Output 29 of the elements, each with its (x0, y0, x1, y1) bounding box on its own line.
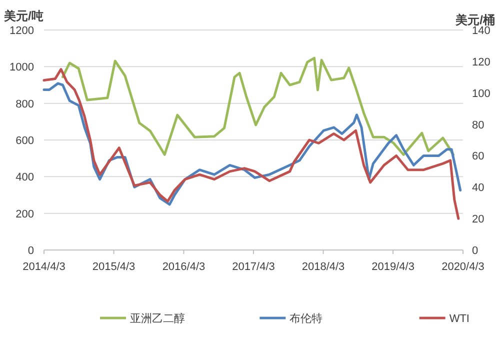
y2-tick-label: 80 (472, 119, 484, 132)
y2-tick-label: 140 (472, 25, 490, 37)
y2-tick-label: 40 (472, 182, 484, 194)
x-tick-label: 2016/4/3 (162, 261, 206, 273)
y2-tick-label: 60 (472, 150, 484, 163)
x-tick-label: 2019/4/3 (372, 261, 414, 273)
y-tick-label: 600 (16, 135, 34, 147)
line-series (42, 68, 460, 220)
x-tick-label: 2015/4/3 (92, 261, 136, 273)
y-axis-title: 美元/吨 (3, 9, 44, 23)
y2-axis-title: 美元/桶 (454, 13, 495, 27)
legend-label: 布伦特 (290, 313, 323, 325)
y-tick-label: 400 (16, 172, 34, 184)
x-tick-label: 2020/4/3 (442, 261, 484, 273)
y-tick-label: 200 (16, 208, 34, 220)
x-tick-label: 2018/4/3 (302, 261, 345, 273)
legend-label: 亚洲乙二醇 (130, 312, 185, 325)
x-tick-label: 2014/4/3 (22, 261, 66, 273)
y-tick-label: 1000 (10, 62, 34, 74)
line-series (61, 56, 454, 156)
y-tick-label: 800 (16, 98, 34, 110)
x-tick-label: 2017/4/3 (232, 261, 275, 273)
y2-tick-label: 0 (472, 245, 478, 257)
y-tick-label: 1200 (10, 25, 34, 37)
y-tick-label: 0 (28, 245, 34, 257)
y2-tick-label: 120 (472, 56, 490, 68)
y2-tick-label: 100 (472, 88, 490, 100)
y2-tick-label: 20 (472, 214, 484, 226)
legend-label: WTI (449, 313, 470, 325)
